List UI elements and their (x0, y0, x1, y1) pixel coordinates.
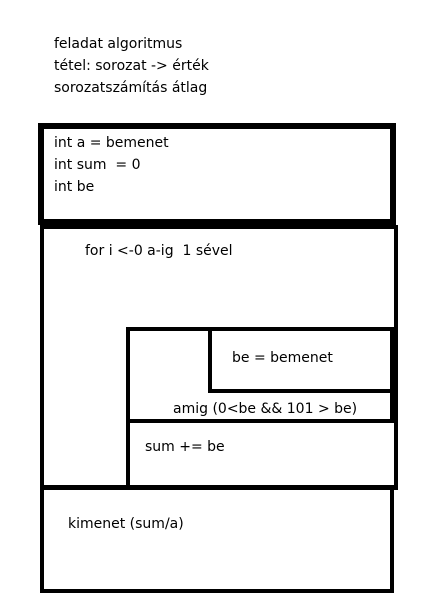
read-input-statement: be = bemenet (232, 350, 333, 366)
output-block (40, 485, 394, 593)
output-statement: kimenet (sum/a) (68, 516, 184, 532)
accumulate-statement: sum += be (145, 439, 225, 455)
for-loop-header: for i <-0 a-ig 1 sével (85, 243, 233, 259)
declaration-be: int be (54, 179, 95, 195)
declaration-a: int a = bemenet (54, 135, 169, 151)
header-line-3: sorozatszámítás átlag (54, 80, 208, 96)
declarations-block (38, 123, 396, 225)
header-line-1: feladat algoritmus (54, 36, 183, 52)
do-while-condition: amig (0<be && 101 > be) (173, 401, 358, 417)
declaration-sum: int sum = 0 (54, 157, 141, 173)
header-line-2: tétel: sorozat -> érték (54, 58, 209, 74)
do-while-body-block (208, 327, 394, 393)
